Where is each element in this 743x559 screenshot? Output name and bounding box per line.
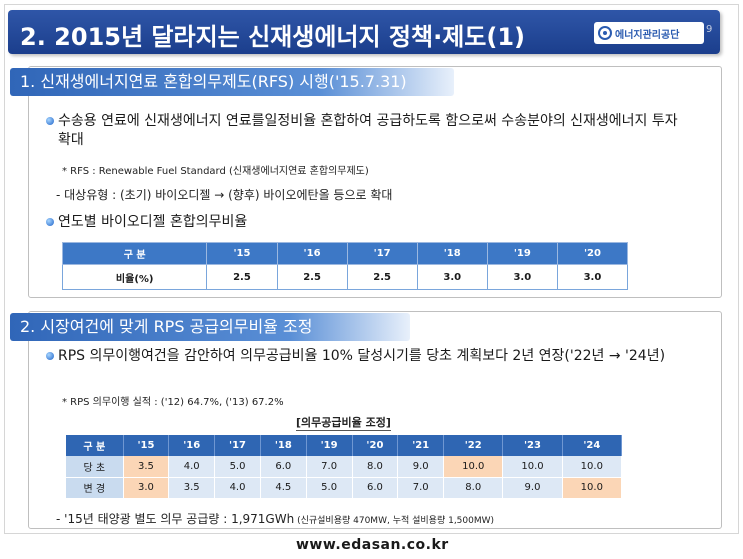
table-header-cell: '21 bbox=[397, 435, 445, 456]
bullet-icon bbox=[46, 352, 54, 360]
table-header-cell: '17 bbox=[346, 241, 418, 266]
page-title: 2. 2015년 달라지는 신재생에너지 정책·제도(1) bbox=[20, 23, 525, 51]
table-row: 비율(%) 2.5 2.5 2.5 3.0 3.0 3.0 bbox=[61, 264, 629, 290]
table-row-label: 당 초 bbox=[66, 456, 124, 478]
table-header-cell: '19 bbox=[486, 241, 558, 266]
section1-note: * RFS : Renewable Fuel Standard (신재생에너지연… bbox=[62, 166, 369, 177]
table-cell: 6.0 bbox=[352, 477, 399, 499]
table-cell: 2.5 bbox=[276, 264, 348, 290]
table-header-cell: '20 bbox=[556, 241, 629, 266]
table-header-row: 구 분 '15 '16 '17 '18 '19 '20 bbox=[61, 241, 629, 266]
solar-obligation-text: - '15년 태양광 별도 의무 공급량 : 1,971GWh bbox=[56, 512, 295, 526]
table-cell: 5.0 bbox=[214, 456, 261, 478]
table-cell: 7.0 bbox=[306, 456, 353, 478]
table-header-cell: 구 분 bbox=[61, 241, 208, 266]
table-header-cell: '20 bbox=[352, 435, 399, 456]
table-header-cell: '15 bbox=[123, 435, 170, 456]
table-header-cell: '16 bbox=[276, 241, 348, 266]
table-header-cell: '23 bbox=[502, 435, 563, 456]
section2-note: * RPS 의무이행 실적 : ('12) 64.7%, ('13) 67.2% bbox=[62, 397, 284, 408]
section1-bullet2: 연도별 바이오디젤 혼합의무비율 bbox=[46, 213, 686, 232]
table-cell: 9.0 bbox=[502, 477, 563, 499]
biodiesel-ratio-table: 구 분 '15 '16 '17 '18 '19 '20 비율(%) 2.5 2.… bbox=[61, 241, 629, 290]
table-cell: 6.0 bbox=[260, 456, 307, 478]
table-header-row: 구 분 '15 '16 '17 '18 '19 '20 '21 '22 '23 … bbox=[66, 435, 623, 456]
table-cell: 10.0 bbox=[502, 456, 563, 478]
solar-obligation-subtext: (신규설비용량 470MW, 누적 설비용량 1,500MW) bbox=[294, 516, 495, 526]
table-cell: 10.0 bbox=[562, 477, 623, 499]
table-header-cell: '19 bbox=[306, 435, 353, 456]
table-cell: 2.5 bbox=[346, 264, 418, 290]
footer-url: www.edasan.co.kr bbox=[296, 537, 449, 553]
table-cell: 10.0 bbox=[443, 456, 504, 478]
section2-heading: 2. 시장여건에 맞게 RPS 공급의무비율 조정 bbox=[10, 313, 410, 341]
logo-text: 에너지관리공단 bbox=[615, 29, 680, 41]
table-row-label: 비율(%) bbox=[61, 264, 208, 290]
table-header-cell: '18 bbox=[416, 241, 488, 266]
table-header-cell: '22 bbox=[443, 435, 504, 456]
table-cell: 4.0 bbox=[168, 456, 216, 478]
table-cell: 7.0 bbox=[397, 477, 445, 499]
table-header-cell: '16 bbox=[168, 435, 216, 456]
section1-heading: 1. 신재생에너지연료 혼합의무제도(RFS) 시행('15.7.31) bbox=[10, 68, 454, 96]
table-header-cell: '15 bbox=[206, 241, 278, 266]
section2-dash: - '15년 태양광 별도 의무 공급량 : 1,971GWh (신규설비용량 … bbox=[56, 510, 494, 527]
page-number: 9 bbox=[706, 24, 713, 35]
rps-ratio-table: 구 분 '15 '16 '17 '18 '19 '20 '21 '22 '23 … bbox=[66, 435, 623, 499]
table-header-cell: '24 bbox=[562, 435, 623, 456]
bullet-text: 수송용 연료에 신재생에너지 연료를일정비율 혼합하여 공급하도록 함으로써 수… bbox=[58, 113, 678, 148]
table-header-cell: '18 bbox=[260, 435, 307, 456]
table-cell: 3.5 bbox=[168, 477, 216, 499]
table-row-label: 변 경 bbox=[66, 477, 124, 499]
section1-bullet1: 수송용 연료에 신재생에너지 연료를일정비율 혼합하여 공급하도록 함으로써 수… bbox=[46, 112, 686, 150]
bullet-icon bbox=[46, 117, 54, 125]
table-cell: 3.0 bbox=[556, 264, 629, 290]
table-cell: 4.5 bbox=[260, 477, 307, 499]
table-cell: 10.0 bbox=[562, 456, 623, 478]
title-bar: 2. 2015년 달라지는 신재생에너지 정책·제도(1) 에너지관리공단 9 bbox=[8, 10, 720, 54]
bullet-text: RPS 의무이행여건을 감안하여 의무공급비율 10% 달성시기를 당초 계획보… bbox=[58, 348, 666, 364]
table-row: 당 초 3.5 4.0 5.0 6.0 7.0 8.0 9.0 10.0 10.… bbox=[66, 456, 623, 478]
table-cell: 2.5 bbox=[206, 264, 278, 290]
table-cell: 3.0 bbox=[416, 264, 488, 290]
table-cell: 8.0 bbox=[352, 456, 399, 478]
table-caption: [의무공급비율 조정] bbox=[296, 416, 391, 431]
table-header-cell: 구 분 bbox=[66, 435, 124, 456]
bullet-icon bbox=[46, 218, 54, 226]
table-cell: 3.5 bbox=[123, 456, 170, 478]
section2-bullet1: RPS 의무이행여건을 감안하여 의무공급비율 10% 달성시기를 당초 계획보… bbox=[46, 347, 666, 366]
table-cell: 8.0 bbox=[443, 477, 504, 499]
bullet-text: 연도별 바이오디젤 혼합의무비율 bbox=[58, 214, 248, 230]
section1-dash: - 대상유형 : (초기) 바이오디젤 → (향후) 바이오에탄올 등으로 확대 bbox=[56, 188, 393, 202]
table-cell: 3.0 bbox=[486, 264, 558, 290]
table-header-cell: '17 bbox=[214, 435, 261, 456]
table-cell: 3.0 bbox=[123, 477, 170, 499]
table-row: 변 경 3.0 3.5 4.0 4.5 5.0 6.0 7.0 8.0 9.0 … bbox=[66, 477, 623, 499]
logo-icon bbox=[598, 26, 612, 40]
table-cell: 4.0 bbox=[214, 477, 261, 499]
logo: 에너지관리공단 bbox=[594, 22, 704, 44]
table-cell: 9.0 bbox=[397, 456, 445, 478]
table-cell: 5.0 bbox=[306, 477, 353, 499]
